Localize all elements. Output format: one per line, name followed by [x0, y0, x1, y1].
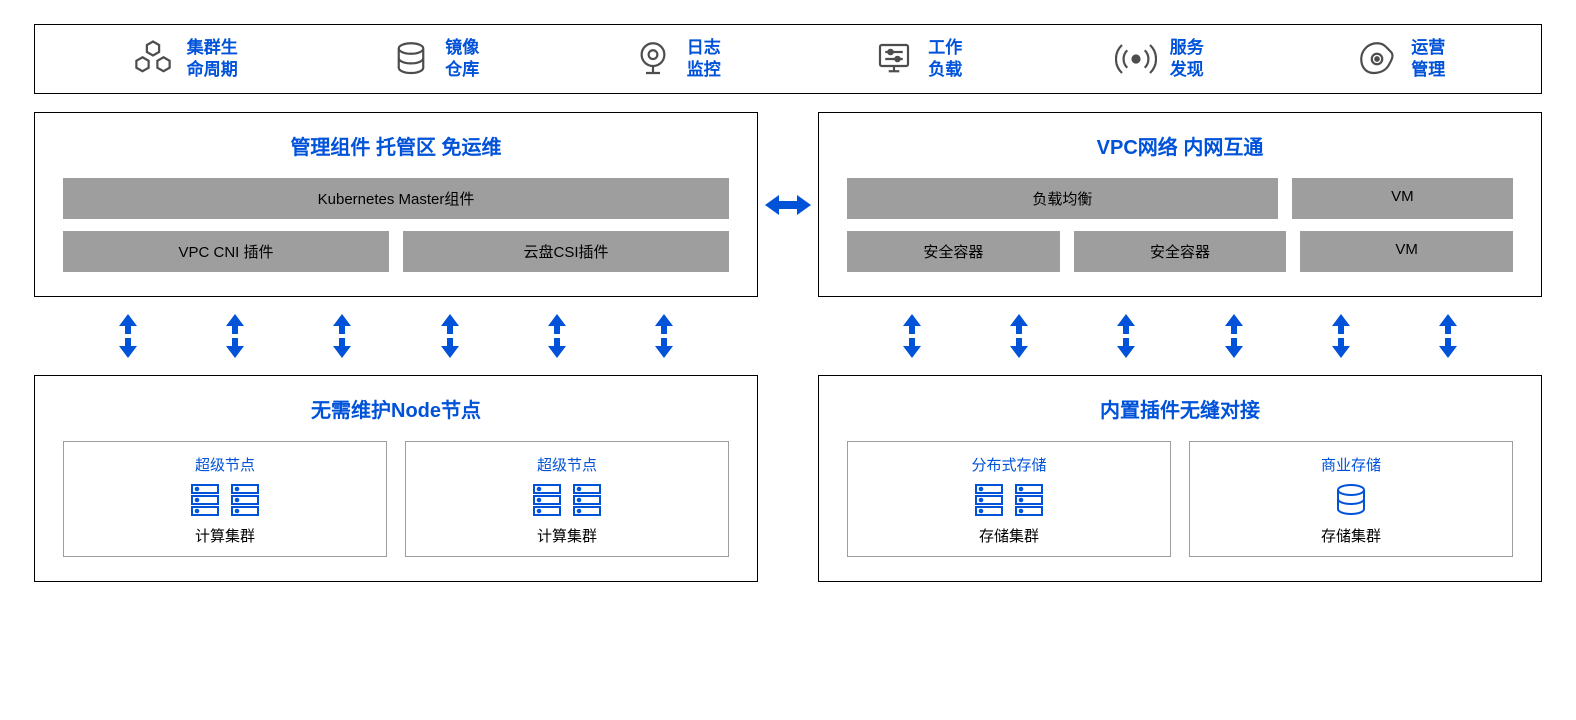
feature-label: 服务 发现 — [1170, 37, 1204, 81]
feature-registry: 镜像 仓库 — [389, 37, 479, 81]
box-k8s-master: Kubernetes Master组件 — [63, 178, 729, 219]
card-title: 商业存储 — [1200, 454, 1502, 475]
box-secure-container: 安全容器 — [847, 231, 1060, 272]
feature-label: 集群生 命周期 — [187, 37, 238, 81]
gear-blob-icon — [1355, 37, 1399, 81]
feature-logging: 日志 监控 — [631, 37, 721, 81]
card-supernode: 超级节点 计算集群 — [63, 441, 387, 557]
updown-arrow-icon — [548, 314, 566, 358]
feature-label: 工作 负载 — [928, 37, 962, 81]
updown-arrow-icon — [441, 314, 459, 358]
sliders-icon — [872, 37, 916, 81]
feature-label: 运营 管理 — [1411, 37, 1445, 81]
box-secure-container: 安全容器 — [1074, 231, 1287, 272]
cylinder-icon — [1200, 483, 1502, 517]
panel-nodes: 无需维护Node节点 超级节点 计算集群 超级节点 计算集群 — [34, 375, 758, 582]
box-lb: 负载均衡 — [847, 178, 1278, 219]
feature-label: 镜像 仓库 — [445, 37, 479, 81]
card-footer: 计算集群 — [74, 525, 376, 546]
feature-ops: 运营 管理 — [1355, 37, 1445, 81]
box-vm: VM — [1292, 178, 1513, 219]
server-pair-icon — [858, 483, 1160, 517]
top-feature-row: 集群生 命周期 镜像 仓库 日志 监控 — [34, 24, 1542, 94]
panel-title: 内置插件无缝对接 — [847, 394, 1513, 423]
card-dist-storage: 分布式存储 存储集群 — [847, 441, 1171, 557]
feature-label: 日志 监控 — [687, 37, 721, 81]
panel-title: 无需维护Node节点 — [63, 394, 729, 423]
panel-vpc: VPC网络 内网互通 负载均衡 VM 安全容器 安全容器 VM — [818, 112, 1542, 297]
varrow-band-right — [818, 297, 1542, 375]
card-footer: 计算集群 — [416, 525, 718, 546]
panel-mgmt: 管理组件 托管区 免运维 Kubernetes Master组件 VPC CNI… — [34, 112, 758, 297]
feature-discovery: 服务 发现 — [1114, 37, 1204, 81]
database-icon — [389, 37, 433, 81]
panel-storage: 内置插件无缝对接 分布式存储 存储集群 商业存储 — [818, 375, 1542, 582]
card-footer: 存储集群 — [858, 525, 1160, 546]
card-supernode: 超级节点 计算集群 — [405, 441, 729, 557]
server-pair-icon — [416, 483, 718, 517]
webcam-icon — [631, 37, 675, 81]
panel-title: VPC网络 内网互通 — [847, 131, 1513, 160]
updown-arrow-icon — [119, 314, 137, 358]
updown-arrow-icon — [655, 314, 673, 358]
server-pair-icon — [74, 483, 376, 517]
updown-arrow-icon — [226, 314, 244, 358]
card-footer: 存储集群 — [1200, 525, 1502, 546]
card-title: 超级节点 — [416, 454, 718, 475]
updown-arrow-icon — [1225, 314, 1243, 358]
box-vpc-cni: VPC CNI 插件 — [63, 231, 389, 272]
radar-icon — [1114, 37, 1158, 81]
feature-workload: 工作 负载 — [872, 37, 962, 81]
updown-arrow-icon — [1439, 314, 1457, 358]
box-vm: VM — [1300, 231, 1513, 272]
card-title: 分布式存储 — [858, 454, 1160, 475]
updown-arrow-icon — [1010, 314, 1028, 358]
updown-arrow-icon — [1117, 314, 1135, 358]
updown-arrow-icon — [333, 314, 351, 358]
varrow-band-left — [34, 297, 758, 375]
updown-arrow-icon — [903, 314, 921, 358]
box-csi: 云盘CSI插件 — [403, 231, 729, 272]
panel-title: 管理组件 托管区 免运维 — [63, 131, 729, 160]
updown-arrow-icon — [1332, 314, 1350, 358]
card-biz-storage: 商业存储 存储集群 — [1189, 441, 1513, 557]
feature-lifecycle: 集群生 命周期 — [131, 37, 238, 81]
bidir-arrow-icon — [758, 112, 818, 297]
card-title: 超级节点 — [74, 454, 376, 475]
architecture-grid: 管理组件 托管区 免运维 Kubernetes Master组件 VPC CNI… — [34, 112, 1542, 582]
hex-cluster-icon — [131, 37, 175, 81]
